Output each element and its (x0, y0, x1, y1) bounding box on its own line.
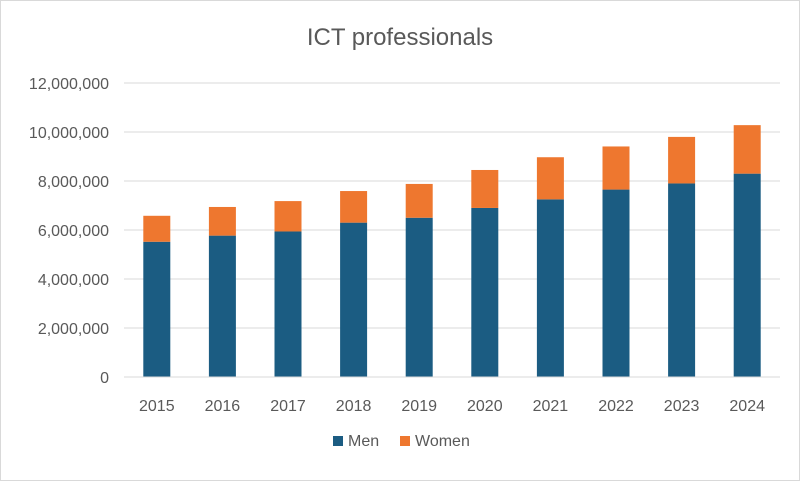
x-tick-label: 2016 (205, 398, 241, 415)
bar-women-2016 (208, 206, 236, 236)
x-tick-label: 2020 (467, 398, 503, 415)
x-tick-label: 2015 (139, 398, 175, 415)
x-tick-label: 2019 (401, 398, 437, 415)
x-tick-label: 2017 (270, 398, 306, 415)
bar-men-2022 (602, 189, 630, 377)
x-tick-label: 2024 (729, 398, 765, 415)
bar-women-2018 (340, 191, 368, 223)
bar-women-2021 (536, 157, 564, 200)
bar-women-2015 (143, 215, 171, 242)
y-tick-label: 12,000,000 (29, 76, 109, 93)
legend: Men Women (333, 433, 470, 450)
y-tick-label: 2,000,000 (38, 321, 109, 338)
bar-women-2019 (405, 183, 433, 218)
bar-women-2023 (668, 136, 696, 184)
chart-title: ICT professionals (307, 24, 493, 51)
x-tick-label: 2018 (336, 398, 372, 415)
bar-men-2015 (143, 241, 171, 377)
bar-women-2022 (602, 146, 630, 190)
legend-swatch-women (400, 436, 410, 446)
x-tick-label: 2021 (533, 398, 569, 415)
bars (143, 125, 761, 377)
bar-men-2023 (668, 183, 696, 377)
bar-women-2024 (733, 125, 761, 174)
x-tick-label: 2022 (598, 398, 634, 415)
y-tick-label: 8,000,000 (38, 174, 109, 191)
bar-men-2016 (208, 235, 236, 377)
y-tick-label: 4,000,000 (38, 272, 109, 289)
legend-label-women: Women (415, 433, 470, 450)
bar-men-2020 (471, 207, 499, 377)
bar-men-2019 (405, 217, 433, 377)
y-axis-ticks: 0 2,000,000 4,000,000 6,000,000 8,000,000 10,… (29, 76, 109, 387)
legend-label-men: Men (348, 433, 379, 450)
bar-men-2021 (536, 199, 564, 377)
x-axis-ticks: 2015 2016 2017 2018 2019 2020 2021 2022 2023 2024 (139, 398, 765, 415)
bar-women-2017 (274, 201, 302, 232)
bar-men-2018 (340, 222, 368, 377)
y-tick-label: 0 (100, 370, 109, 387)
x-tick-label: 2023 (664, 398, 700, 415)
bar-women-2020 (471, 169, 499, 208)
bar-men-2024 (733, 173, 761, 377)
legend-swatch-men (333, 436, 343, 446)
y-tick-label: 10,000,000 (29, 125, 109, 142)
y-tick-label: 6,000,000 (38, 223, 109, 240)
bar-men-2017 (274, 231, 302, 377)
